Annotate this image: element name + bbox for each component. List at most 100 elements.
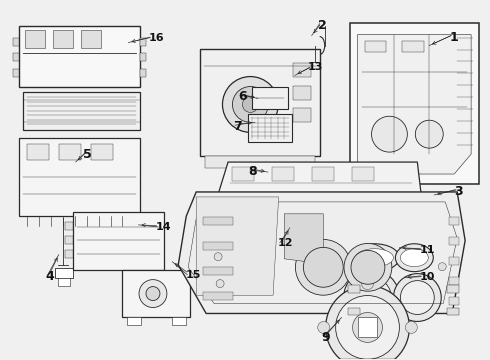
Text: 9: 9 bbox=[322, 332, 330, 345]
Circle shape bbox=[232, 86, 269, 122]
Bar bbox=[365, 41, 387, 53]
Text: 8: 8 bbox=[248, 165, 257, 178]
Circle shape bbox=[343, 270, 399, 325]
Bar bbox=[402, 41, 424, 53]
Circle shape bbox=[400, 280, 434, 315]
Circle shape bbox=[351, 250, 385, 284]
Bar bbox=[347, 307, 360, 315]
Bar bbox=[13, 54, 19, 62]
Bar bbox=[19, 138, 141, 216]
Bar bbox=[352, 167, 373, 181]
Circle shape bbox=[326, 285, 409, 360]
Circle shape bbox=[295, 239, 351, 295]
Ellipse shape bbox=[356, 249, 393, 267]
Bar bbox=[122, 270, 190, 318]
Ellipse shape bbox=[395, 244, 433, 272]
Polygon shape bbox=[284, 214, 323, 262]
Bar bbox=[272, 167, 294, 181]
Bar bbox=[232, 167, 254, 181]
Circle shape bbox=[405, 321, 417, 333]
Text: 4: 4 bbox=[46, 270, 54, 283]
Bar bbox=[127, 318, 142, 325]
Bar bbox=[248, 114, 292, 142]
Circle shape bbox=[362, 278, 373, 289]
Text: 14: 14 bbox=[155, 222, 171, 232]
Text: 6: 6 bbox=[238, 90, 246, 103]
Text: 3: 3 bbox=[454, 185, 463, 198]
Bar bbox=[347, 285, 360, 293]
Polygon shape bbox=[386, 292, 403, 303]
Bar bbox=[81, 30, 100, 48]
Polygon shape bbox=[220, 228, 268, 278]
Text: 15: 15 bbox=[185, 270, 200, 280]
Bar bbox=[447, 307, 459, 315]
Circle shape bbox=[352, 278, 392, 318]
Bar bbox=[449, 237, 459, 245]
Bar bbox=[203, 292, 233, 300]
Bar bbox=[340, 359, 395, 360]
Text: 10: 10 bbox=[419, 272, 435, 282]
Bar bbox=[73, 212, 164, 270]
Circle shape bbox=[336, 296, 399, 359]
Circle shape bbox=[416, 120, 443, 148]
Bar bbox=[55, 268, 73, 278]
Bar bbox=[141, 37, 147, 45]
Polygon shape bbox=[358, 35, 471, 174]
Polygon shape bbox=[196, 197, 279, 295]
Bar bbox=[91, 144, 113, 160]
Text: 16: 16 bbox=[148, 32, 164, 42]
Bar bbox=[23, 92, 141, 130]
Bar bbox=[141, 69, 147, 77]
Bar bbox=[447, 285, 459, 293]
Bar bbox=[358, 318, 377, 337]
Bar bbox=[65, 222, 73, 230]
Circle shape bbox=[139, 280, 167, 307]
Bar bbox=[449, 276, 459, 285]
Bar bbox=[294, 86, 311, 100]
Polygon shape bbox=[215, 162, 422, 204]
Bar bbox=[449, 257, 459, 265]
Bar bbox=[13, 37, 19, 45]
Text: 7: 7 bbox=[233, 120, 242, 133]
Circle shape bbox=[438, 263, 446, 271]
Circle shape bbox=[318, 321, 330, 333]
Text: 5: 5 bbox=[83, 148, 91, 161]
Bar bbox=[13, 69, 19, 77]
Bar bbox=[27, 144, 49, 160]
Bar bbox=[53, 30, 73, 48]
Bar bbox=[65, 250, 73, 258]
Circle shape bbox=[393, 274, 441, 321]
Circle shape bbox=[371, 116, 407, 152]
Ellipse shape bbox=[349, 244, 399, 272]
Bar bbox=[294, 63, 311, 77]
Circle shape bbox=[344, 243, 392, 291]
Circle shape bbox=[216, 280, 224, 288]
Bar bbox=[449, 217, 459, 225]
Circle shape bbox=[353, 312, 383, 342]
Bar bbox=[312, 167, 334, 181]
Bar bbox=[203, 267, 233, 275]
Text: 1: 1 bbox=[449, 31, 458, 44]
Text: 12: 12 bbox=[278, 238, 294, 248]
Bar bbox=[141, 54, 147, 62]
Bar bbox=[200, 49, 319, 156]
Bar bbox=[203, 217, 233, 225]
Bar bbox=[65, 236, 73, 244]
Bar bbox=[19, 26, 141, 87]
Ellipse shape bbox=[400, 249, 428, 267]
Circle shape bbox=[214, 253, 222, 261]
Bar bbox=[205, 156, 315, 168]
Polygon shape bbox=[178, 192, 465, 314]
Bar bbox=[172, 318, 186, 325]
Bar bbox=[349, 23, 479, 184]
Bar bbox=[25, 30, 45, 48]
Text: 11: 11 bbox=[419, 245, 435, 255]
Bar bbox=[58, 278, 70, 285]
Bar bbox=[449, 297, 459, 305]
Text: 2: 2 bbox=[318, 19, 326, 32]
Circle shape bbox=[303, 247, 343, 287]
Circle shape bbox=[243, 96, 258, 112]
Bar bbox=[294, 108, 311, 122]
Circle shape bbox=[222, 77, 278, 132]
Bar bbox=[252, 87, 288, 109]
